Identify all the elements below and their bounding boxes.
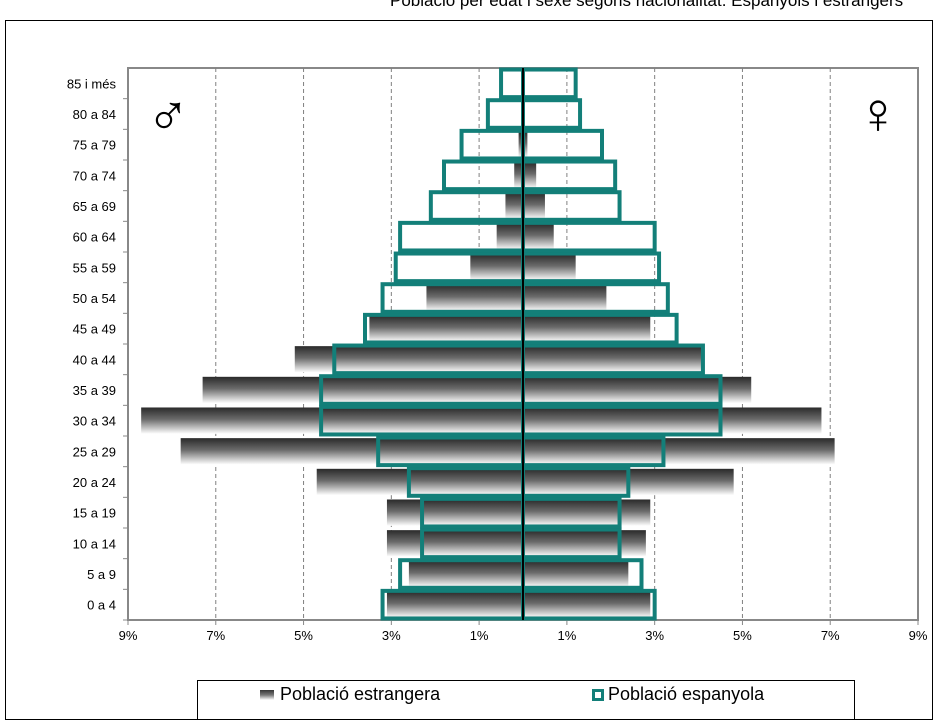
legend-swatch-foreign — [260, 689, 274, 700]
y-tick-label: 5 a 9 — [87, 567, 116, 582]
bar-foreign-female — [523, 284, 607, 312]
female-symbol-icon: ♀ — [856, 81, 900, 146]
y-tick-label: 65 a 69 — [73, 199, 116, 214]
bar-foreign-male — [202, 376, 523, 404]
y-tick-label: 20 a 24 — [73, 475, 116, 490]
y-tick-label: 45 a 49 — [73, 322, 116, 337]
y-tick-label: 40 a 44 — [73, 352, 116, 367]
y-tick-label: 30 a 34 — [73, 414, 116, 429]
bar-foreign-male — [316, 468, 523, 496]
bar-foreign-male — [496, 223, 523, 250]
bar-foreign-female — [523, 530, 646, 557]
x-tick-label: 5% — [733, 628, 752, 643]
bar-foreign-male — [518, 131, 523, 158]
bar-foreign-female — [523, 591, 651, 618]
x-tick-label: 9% — [909, 628, 928, 643]
y-tick-label: 10 a 14 — [73, 536, 116, 551]
legend-label-foreign: Població estrangera — [280, 684, 441, 704]
bar-foreign-male — [386, 499, 523, 526]
bar-foreign-female — [523, 376, 752, 404]
y-tick-label: 15 a 19 — [73, 506, 116, 521]
bar-foreign-male — [514, 162, 523, 189]
bar-foreign-female — [523, 254, 576, 281]
legend-swatch-spanish — [592, 688, 604, 701]
bar-foreign-male — [369, 315, 523, 342]
bar-foreign-female — [523, 438, 835, 465]
bar-foreign-female — [523, 499, 651, 526]
x-tick-label: 7% — [206, 628, 225, 643]
bar-foreign-male — [141, 407, 523, 434]
bar-foreign-female — [523, 192, 545, 220]
x-tick-label: 3% — [645, 628, 664, 643]
legend-label-spanish: Població espanyola — [608, 684, 765, 704]
legend-item-foreign: Població estrangera — [260, 684, 440, 705]
bar-foreign-female — [523, 407, 822, 434]
bar-foreign-male — [294, 346, 523, 373]
bar-foreign-male — [180, 438, 523, 465]
bar-foreign-male — [470, 254, 523, 281]
x-tick-label: 3% — [382, 628, 401, 643]
bar-foreign-female — [523, 560, 629, 588]
x-tick-label: 9% — [119, 628, 138, 643]
y-tick-label: 25 a 29 — [73, 444, 116, 459]
male-symbol-icon: ♂ — [146, 81, 190, 146]
y-tick-label: 0 a 4 — [87, 598, 116, 613]
bar-foreign-male — [386, 591, 523, 618]
bar-foreign-male — [426, 284, 523, 312]
bar-foreign-male — [505, 192, 523, 220]
x-tick-label: 1% — [557, 628, 576, 643]
legend-item-spanish: Població espanyola — [592, 684, 764, 705]
y-tick-label: 70 a 74 — [73, 168, 116, 183]
chart-legend: Població estrangera Població espanyola — [197, 680, 855, 720]
bar-foreign-male — [408, 560, 523, 588]
x-tick-label: 5% — [294, 628, 313, 643]
bar-foreign-female — [523, 131, 528, 158]
y-tick-label: 35 a 39 — [73, 383, 116, 398]
y-tick-label: 85 i més — [67, 76, 117, 91]
chart-title-text: Població per edat i sexe segons nacional… — [390, 0, 904, 10]
x-tick-label: 1% — [470, 628, 489, 643]
y-tick-label: 60 a 64 — [73, 230, 116, 245]
y-tick-label: 80 a 84 — [73, 107, 116, 122]
bar-foreign-female — [523, 223, 554, 250]
bar-foreign-female — [523, 346, 703, 373]
bar-foreign-female — [523, 162, 537, 189]
bar-foreign-male — [386, 530, 523, 557]
bar-foreign-female — [523, 315, 651, 342]
y-tick-label: 55 a 59 — [73, 260, 116, 275]
chart-title: Població per edat i sexe segons nacional… — [0, 0, 940, 10]
y-tick-label: 75 a 79 — [73, 138, 116, 153]
y-tick-label: 50 a 54 — [73, 291, 116, 306]
x-tick-label: 7% — [821, 628, 840, 643]
